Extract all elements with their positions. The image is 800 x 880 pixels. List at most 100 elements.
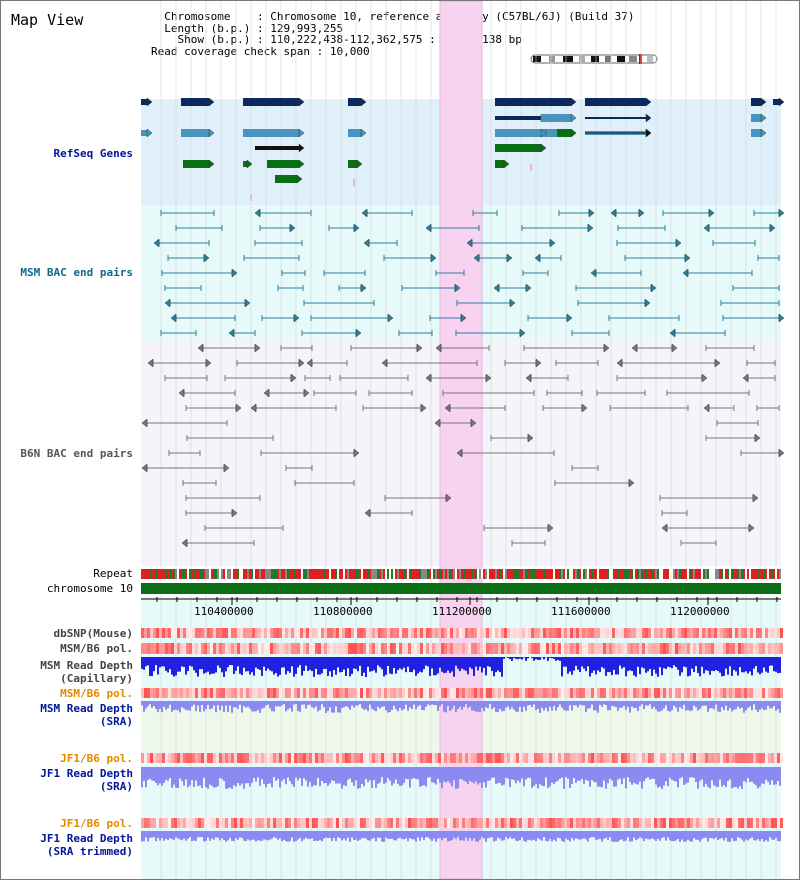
- repeat-mark: [199, 569, 201, 579]
- label-b6n-bac[interactable]: B6N BAC end pairs: [20, 447, 133, 460]
- polymorphism-cell: [648, 688, 651, 698]
- polymorphism-cell: [531, 643, 534, 654]
- polymorphism-cell: [501, 643, 504, 654]
- polymorphism-cell: [255, 643, 258, 654]
- polymorphism-cell: [780, 688, 783, 698]
- polymorphism-cell: [672, 818, 675, 828]
- chromosome-ideogram[interactable]: [529, 53, 661, 65]
- read-depth-bar: [547, 767, 549, 789]
- read-depth-bar: [287, 657, 289, 672]
- read-depth-bar: [769, 701, 771, 709]
- read-depth-bar: [411, 701, 413, 710]
- read-depth-bar: [279, 657, 281, 675]
- polymorphism-cell: [348, 818, 351, 828]
- repeat-mark: [379, 569, 381, 579]
- polymorphism-cell: [711, 628, 714, 638]
- b6n-bac-pair-arrow: [754, 433, 761, 443]
- polymorphism-cell: [243, 688, 246, 698]
- polymorphism-cell: [681, 753, 684, 763]
- polymorphism-cell: [582, 688, 585, 698]
- read-depth-bar: [751, 701, 753, 711]
- read-depth-bar: [321, 767, 323, 781]
- polymorphism-cell: [525, 818, 528, 828]
- polymorphism-cell: [696, 753, 699, 763]
- polymorphism-cell: [306, 643, 309, 654]
- polymorphism-cell: [354, 818, 357, 828]
- polymorphism-cell: [450, 753, 453, 763]
- read-depth-bar: [611, 657, 613, 676]
- repeat-mark: [471, 569, 473, 579]
- read-depth-bar: [743, 767, 745, 781]
- polymorphism-cell: [387, 643, 390, 654]
- read-depth-bar: [209, 831, 211, 841]
- b6n-bac-pair-arrow: [603, 343, 610, 353]
- read-depth-bar: [423, 767, 425, 786]
- polymorphism-cell: [201, 628, 204, 638]
- read-depth-bar: [599, 657, 601, 673]
- polymorphism-cell: [651, 818, 654, 828]
- polymorphism-cell: [246, 818, 249, 828]
- gene-exon: [547, 98, 571, 106]
- polymorphism-cell: [663, 643, 666, 654]
- polymorphism-cell: [159, 688, 162, 698]
- polymorphism-cell: [345, 643, 348, 654]
- read-depth-bar: [443, 701, 445, 712]
- read-depth-bar: [537, 831, 539, 839]
- read-depth-bar: [173, 701, 175, 711]
- repeat-mark: [641, 569, 643, 579]
- b6n-bac-pair-arrow: [748, 523, 755, 533]
- read-depth-bar: [231, 767, 233, 789]
- polymorphism-cell: [747, 688, 750, 698]
- read-depth-bar: [373, 657, 375, 671]
- read-depth-bar: [457, 657, 459, 669]
- polymorphism-cell: [177, 628, 180, 638]
- msm-bac-pair-arrow: [778, 208, 785, 218]
- read-depth-bar: [467, 831, 469, 841]
- polymorphism-cell: [456, 818, 459, 828]
- read-depth-bar: [191, 767, 193, 781]
- polymorphism-cell: [462, 753, 465, 763]
- repeat-mark: [331, 569, 333, 579]
- read-depth-bar: [567, 701, 569, 711]
- read-depth-bar: [233, 831, 235, 842]
- polymorphism-cell: [198, 818, 201, 828]
- read-depth-bar: [399, 767, 401, 786]
- read-depth-bar: [359, 701, 361, 705]
- polymorphism-cell: [363, 688, 366, 698]
- read-depth-bar: [663, 831, 665, 838]
- polymorphism-cell: [174, 818, 177, 828]
- read-depth-bar: [187, 701, 189, 711]
- repeat-mark: [343, 569, 345, 579]
- polymorphism-cell: [576, 818, 579, 828]
- polymorphism-cell: [282, 818, 285, 828]
- repeat-mark: [469, 569, 471, 579]
- repeat-mark: [575, 569, 577, 579]
- read-depth-bar: [385, 831, 387, 838]
- polymorphism-cell: [714, 688, 717, 698]
- repeat-mark: [773, 569, 775, 579]
- polymorphism-cell: [195, 753, 198, 763]
- read-depth-bar: [161, 767, 163, 786]
- label-refseq-genes[interactable]: RefSeq Genes: [53, 147, 133, 160]
- read-depth-bar: [161, 701, 163, 713]
- polymorphism-cell: [744, 753, 747, 763]
- polymorphism-cell: [207, 688, 210, 698]
- read-depth-bar: [723, 701, 725, 711]
- gene-strand-arrow: [760, 128, 767, 138]
- read-depth-bar: [419, 701, 421, 706]
- polymorphism-cell: [354, 688, 357, 698]
- polymorphism-cell: [741, 753, 744, 763]
- polymorphism-cell: [483, 643, 486, 654]
- read-depth-bar: [719, 657, 721, 673]
- label-msm-bac[interactable]: MSM BAC end pairs: [20, 266, 133, 279]
- read-depth-bar: [449, 657, 451, 674]
- read-depth-bar: [375, 767, 377, 788]
- polymorphism-cell: [468, 643, 471, 654]
- read-depth-bar: [455, 701, 457, 712]
- read-depth-bar: [313, 767, 315, 786]
- read-depth-bar: [277, 701, 279, 707]
- read-depth-bar: [201, 767, 203, 788]
- msm-bac-pair-arrow: [153, 238, 160, 248]
- polymorphism-cell: [651, 643, 654, 654]
